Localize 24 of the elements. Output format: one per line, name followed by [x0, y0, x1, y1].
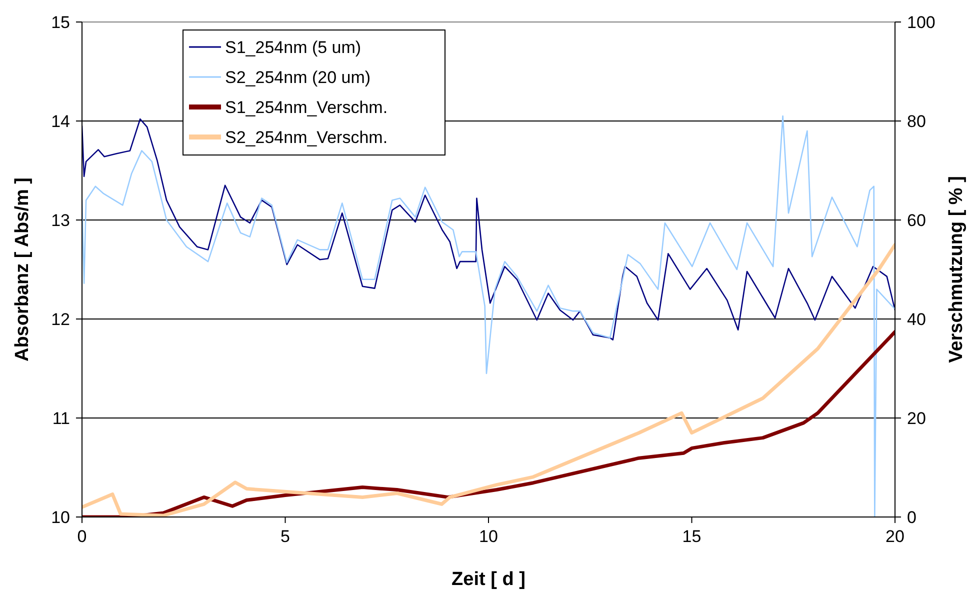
y2-tick-label: 60 [907, 211, 926, 230]
x-tick-label: 10 [479, 527, 498, 546]
x-tick-label: 5 [280, 527, 290, 546]
y2-tick-label: 100 [907, 13, 936, 32]
y-axis-title: Absorbanz [ Abs/m ] [12, 177, 33, 362]
y-tick-label: 15 [51, 13, 70, 32]
x-axis-title: Zeit [ d ] [452, 569, 526, 590]
y2-axis-title: Verschmutzung [ % ] [946, 176, 967, 363]
y-tick-label: 11 [52, 409, 70, 428]
x-tick-label: 15 [682, 527, 702, 546]
legend-label: S1_254nm (5 um) [225, 38, 362, 57]
y2-tick-label: 40 [907, 310, 926, 329]
y2-tick-label: 20 [907, 409, 926, 428]
x-tick-label: 20 [886, 527, 904, 546]
y-tick-label: 12 [51, 310, 70, 329]
y-tick-label: 14 [51, 112, 70, 131]
y-tick-label: 13 [51, 211, 70, 230]
y2-tick-label: 80 [907, 112, 926, 131]
legend-label: S1_254nm_Verschm. [225, 98, 388, 117]
y-tick-label: 10 [51, 508, 70, 527]
legend-label: S2_254nm (20 um) [225, 68, 371, 87]
y2-tick-label: 0 [907, 508, 916, 527]
x-tick-label: 0 [77, 527, 87, 546]
legend-label: S2_254nm_Verschm. [225, 128, 388, 147]
